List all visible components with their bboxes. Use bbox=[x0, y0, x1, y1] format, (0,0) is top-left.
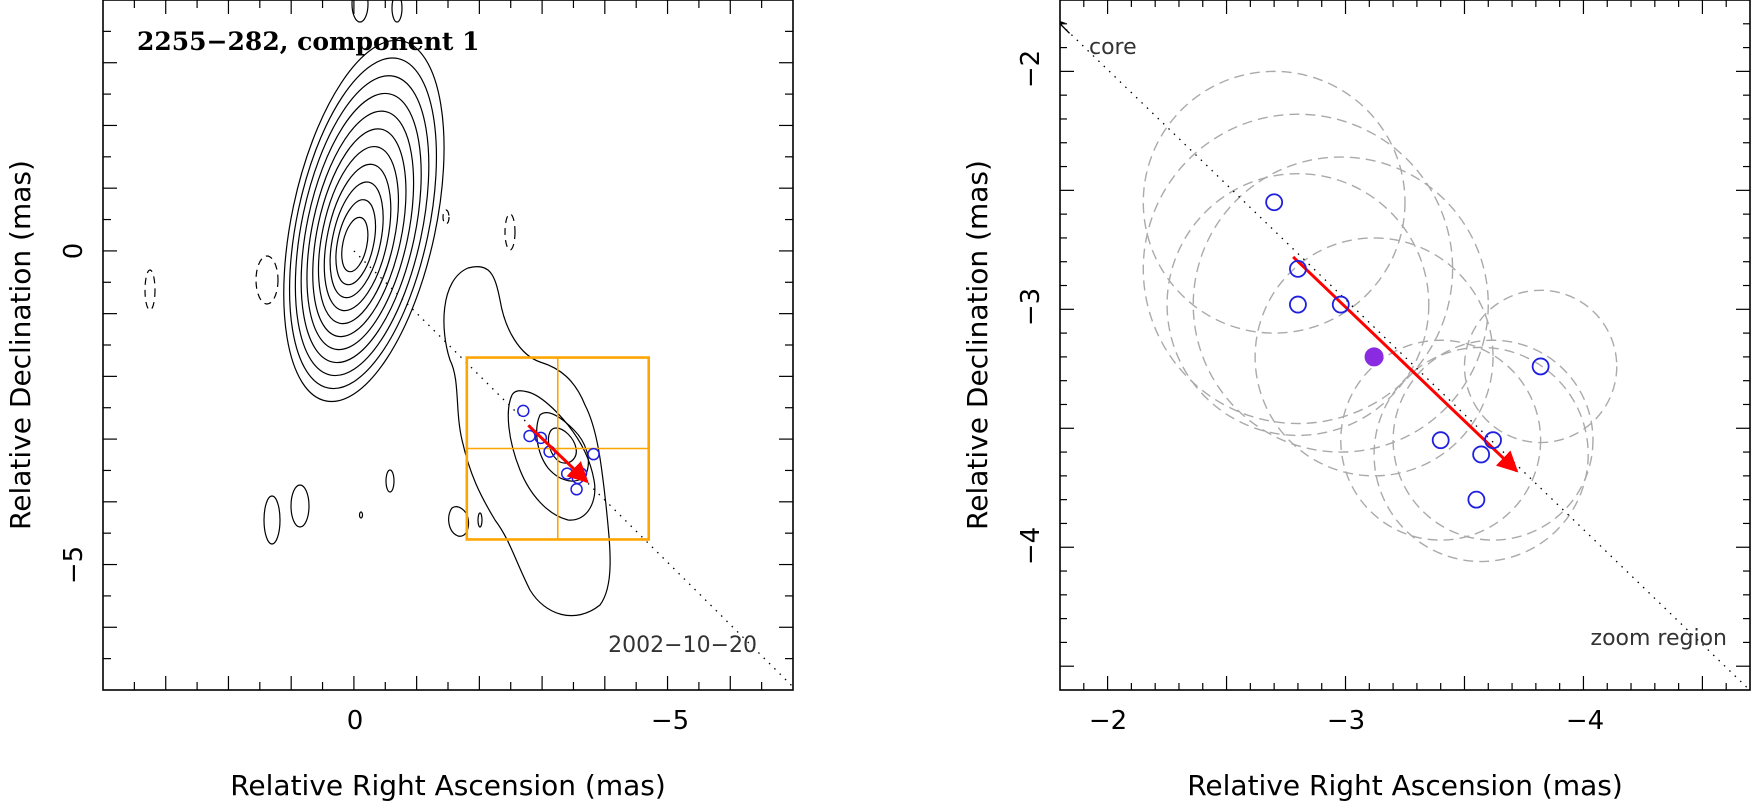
jet-contour bbox=[443, 266, 611, 617]
core-contour bbox=[306, 110, 415, 351]
negative-contour bbox=[255, 255, 279, 305]
epoch-marker bbox=[587, 447, 600, 461]
core-contour bbox=[341, 216, 369, 273]
core-contour bbox=[317, 145, 399, 325]
left-ytick-label: 0 bbox=[59, 243, 89, 260]
core-contour bbox=[300, 92, 422, 364]
left-ytick-label: −5 bbox=[59, 546, 89, 584]
noise-contour bbox=[263, 495, 281, 545]
left-xtick-label: −5 bbox=[651, 706, 689, 736]
jet-contour bbox=[507, 390, 596, 521]
left-ticks bbox=[103, 0, 793, 690]
right-y-axis-label: Relative Declination (mas) bbox=[961, 160, 994, 530]
error-circle bbox=[1142, 113, 1454, 425]
right-panel: core zoom region −2 −3 −4 −2 −3 −4 Relat… bbox=[961, 0, 1751, 802]
right-xtick-label: −2 bbox=[1089, 706, 1127, 736]
right-ticks bbox=[1060, 0, 1750, 690]
error-circle bbox=[1392, 339, 1594, 541]
core-contour bbox=[288, 57, 438, 390]
error-circle bbox=[1142, 70, 1406, 334]
right-ytick-label: −2 bbox=[1016, 50, 1046, 88]
epoch-marker bbox=[1265, 193, 1284, 212]
epoch-marker bbox=[1331, 295, 1350, 314]
error-circle bbox=[1166, 172, 1430, 437]
noise-contour bbox=[477, 512, 483, 528]
motion-vector-arrow bbox=[1292, 255, 1519, 473]
right-ytick-label: −3 bbox=[1016, 288, 1046, 326]
core-direction-arrow bbox=[1060, 19, 1071, 34]
left-y-axis-label: Relative Declination (mas) bbox=[4, 160, 37, 530]
noise-contour bbox=[358, 511, 364, 519]
left-x-axis-label: Relative Right Ascension (mas) bbox=[230, 769, 666, 802]
core-contour bbox=[283, 39, 445, 403]
right-plot-area bbox=[1060, 19, 1751, 690]
left-panel: 2255−282, component 1 2002−10−20 0 −5 0 … bbox=[4, 0, 794, 802]
core-contour bbox=[312, 128, 407, 338]
error-circle bbox=[1373, 346, 1589, 563]
error-circle bbox=[1254, 237, 1494, 477]
epoch-label: 2002−10−20 bbox=[608, 633, 757, 658]
mean-position-marker bbox=[1364, 347, 1384, 367]
trajectory-line bbox=[1060, 22, 1751, 690]
epoch-marker bbox=[1472, 445, 1491, 464]
left-plot-area bbox=[144, 0, 793, 688]
core-contour bbox=[329, 181, 384, 299]
motion-vector-arrow bbox=[527, 424, 589, 484]
core-contour bbox=[294, 75, 430, 377]
epoch-marker bbox=[534, 431, 548, 445]
noise-contour bbox=[351, 0, 369, 23]
right-axis-frame bbox=[1059, 0, 1751, 691]
core-annotation: core bbox=[1089, 35, 1137, 60]
epoch-marker bbox=[560, 467, 574, 480]
zoom-region-annotation: zoom region bbox=[1591, 626, 1727, 651]
epoch-marker bbox=[1289, 259, 1307, 278]
right-ytick-label: −4 bbox=[1016, 527, 1046, 565]
right-x-axis-label: Relative Right Ascension (mas) bbox=[1187, 769, 1623, 802]
core-contour bbox=[323, 163, 392, 312]
negative-contour bbox=[504, 213, 516, 251]
error-circle bbox=[1192, 156, 1489, 453]
epoch-marker bbox=[570, 483, 583, 496]
noise-contour bbox=[391, 0, 403, 23]
noise-contour bbox=[385, 469, 395, 493]
left-xtick-label: 0 bbox=[347, 706, 364, 736]
epoch-marker bbox=[1467, 490, 1486, 509]
epoch-marker bbox=[1484, 431, 1502, 450]
negative-contour bbox=[144, 269, 156, 311]
epoch-marker bbox=[1289, 295, 1307, 314]
epoch-marker bbox=[1531, 357, 1550, 376]
left-title: 2255−282, component 1 bbox=[137, 27, 480, 56]
right-xtick-label: −3 bbox=[1327, 706, 1365, 736]
noise-contour bbox=[290, 484, 310, 528]
negative-contour bbox=[442, 209, 450, 225]
epoch-marker bbox=[1431, 431, 1450, 450]
core-contour bbox=[335, 199, 377, 286]
epoch-marker bbox=[517, 404, 530, 418]
left-axis-frame bbox=[102, 0, 794, 691]
error-circle bbox=[1463, 289, 1618, 444]
right-xtick-label: −4 bbox=[1566, 706, 1604, 736]
error-circle bbox=[1340, 339, 1542, 541]
